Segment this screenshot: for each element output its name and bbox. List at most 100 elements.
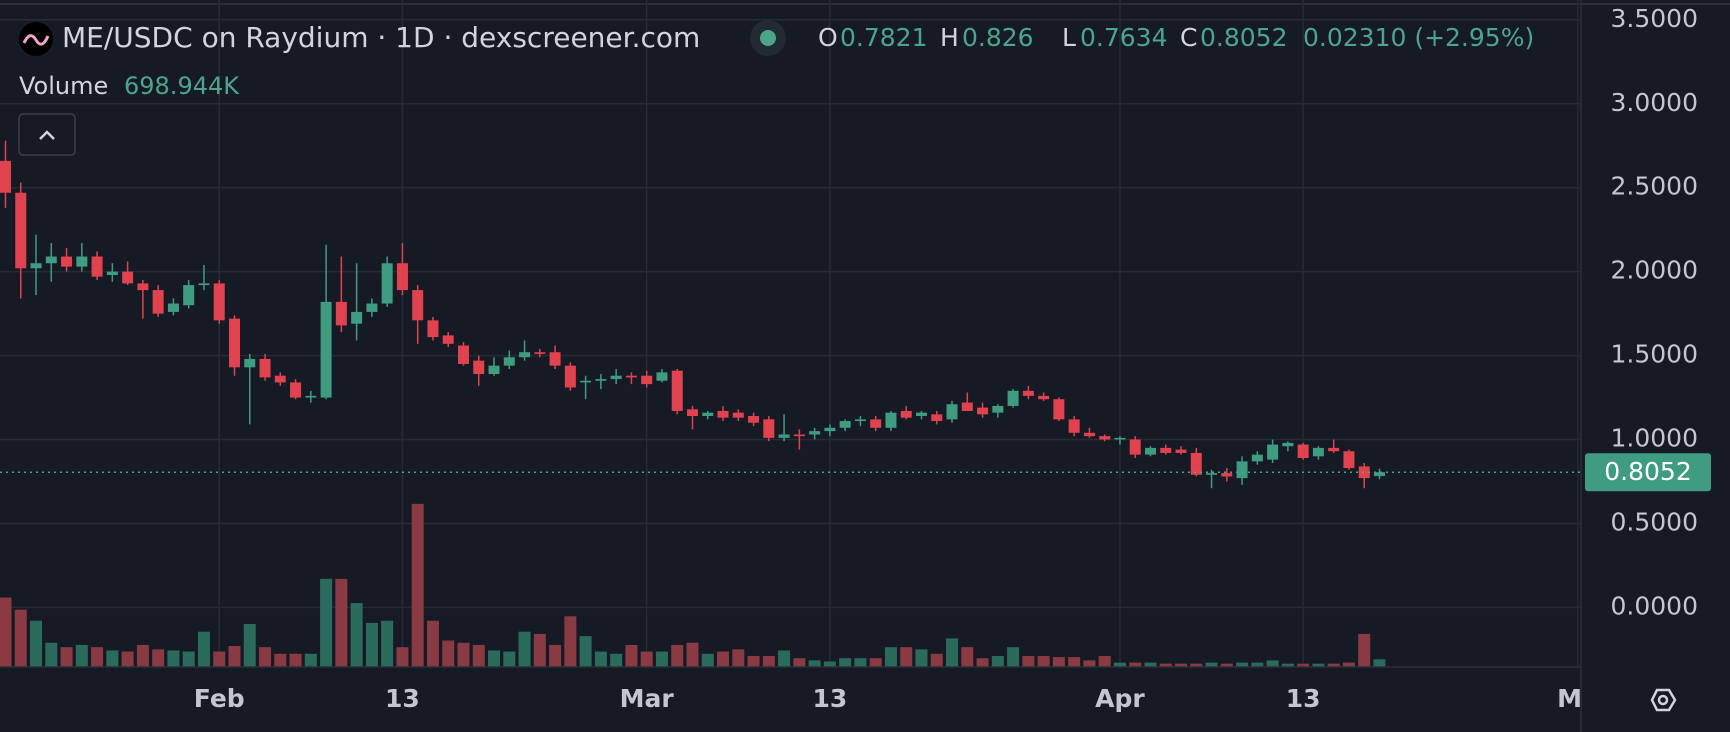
volume-bar <box>991 655 1004 667</box>
candle-body <box>396 263 408 291</box>
close-label: C <box>1180 23 1197 52</box>
volume-bar <box>167 650 180 667</box>
candle-body <box>91 256 103 277</box>
candle-body <box>1297 444 1309 458</box>
candle-body <box>564 365 576 388</box>
candle-body <box>1129 439 1141 455</box>
candle-body <box>900 410 912 418</box>
volume-bar <box>30 620 43 667</box>
candle-body <box>1373 472 1385 477</box>
volume-bar <box>610 653 623 667</box>
candle-body <box>961 402 973 411</box>
y-tick-label: 3.0000 <box>1611 88 1698 117</box>
candle-body <box>717 410 729 418</box>
settings-button[interactable] <box>1650 688 1677 712</box>
volume-bar <box>1342 662 1355 667</box>
volume-bar <box>274 653 287 667</box>
volume-bar <box>335 578 348 667</box>
volume-bar <box>778 650 791 667</box>
volume-bar <box>243 624 256 667</box>
candle-body <box>1053 399 1065 420</box>
candle-body <box>1358 466 1370 479</box>
candle-body <box>76 256 88 267</box>
candle-body <box>61 256 73 267</box>
volume-bar <box>854 658 867 667</box>
volume-bar <box>1113 662 1126 667</box>
volume-bar <box>1129 662 1142 667</box>
candle-body <box>274 375 286 383</box>
volume-bar <box>365 622 378 667</box>
volume-bar <box>686 642 699 667</box>
volume-bar <box>564 616 577 667</box>
candle-body <box>580 380 592 383</box>
candle-body <box>488 365 500 375</box>
volume-bar <box>14 609 27 667</box>
candle-body <box>870 419 882 428</box>
y-tick-label: 0.0000 <box>1611 591 1698 620</box>
candle-body <box>351 311 363 324</box>
y-tick-label: 2.5000 <box>1611 172 1698 201</box>
candle-body <box>213 283 225 321</box>
volume-bar <box>442 640 455 667</box>
candle-body <box>1267 444 1279 460</box>
axes: 0.0000 0.5000 1.0000 1.5000 2.0000 2.5000 3.00… <box>1585 4 1711 620</box>
header: ME/USDC on Raydium · 1D · dexscreener.co… <box>18 20 1534 156</box>
volume-bar <box>671 644 684 667</box>
volume-bar <box>1190 663 1203 667</box>
volume-bar <box>1098 655 1111 667</box>
candle-body <box>1022 390 1034 396</box>
volume-bar <box>808 660 821 667</box>
volume-bar <box>350 603 363 667</box>
candle-body <box>15 192 27 269</box>
candle-body <box>320 301 332 398</box>
candle-body <box>381 263 393 304</box>
volume-bar <box>152 649 165 667</box>
volume-bar <box>1281 663 1294 667</box>
volume-bar <box>976 658 989 667</box>
candle-body <box>473 360 485 375</box>
last-price-tag <box>1585 453 1711 492</box>
settings-icon <box>1650 688 1677 712</box>
candle-body <box>1083 432 1095 437</box>
volume-bar <box>1205 662 1218 667</box>
candle-body <box>30 263 42 269</box>
volume-bar <box>457 642 470 667</box>
candle-body <box>793 434 805 437</box>
candle-body <box>671 370 683 411</box>
candle-body <box>854 419 866 422</box>
high-label: H <box>940 23 959 52</box>
candle-body <box>442 335 454 344</box>
volume-bar <box>121 651 134 667</box>
volume-bar <box>1175 663 1188 667</box>
y-tick-label: 2.0000 <box>1611 256 1698 285</box>
volume-bar <box>136 644 149 667</box>
y-tick-label: 0.5000 <box>1611 507 1698 536</box>
volume-bar <box>228 646 241 667</box>
volume-bar <box>625 644 638 667</box>
volume-bar <box>1358 633 1371 667</box>
candle-body <box>1160 447 1172 453</box>
settings-icon-center <box>1657 694 1669 706</box>
volume-bar <box>289 653 302 667</box>
candle-body <box>992 405 1004 413</box>
volume-bar <box>304 653 317 667</box>
collapse-button[interactable] <box>18 113 76 156</box>
volume-bar <box>930 653 943 667</box>
volume-bar <box>762 655 775 667</box>
collapse-icon <box>39 130 55 140</box>
volume-bar <box>259 647 272 667</box>
candle-body <box>1282 442 1294 447</box>
candle-body <box>1114 437 1126 440</box>
candle-body <box>1251 454 1263 462</box>
candle-body <box>686 409 698 417</box>
candle-body <box>977 407 989 415</box>
candle-body <box>656 372 668 381</box>
status-dot <box>760 30 776 46</box>
candle-body <box>763 419 775 438</box>
candle-body <box>1175 449 1187 453</box>
volume-bar <box>396 647 409 667</box>
high-value: 0.826 <box>962 23 1034 52</box>
volume-bar <box>518 631 531 667</box>
